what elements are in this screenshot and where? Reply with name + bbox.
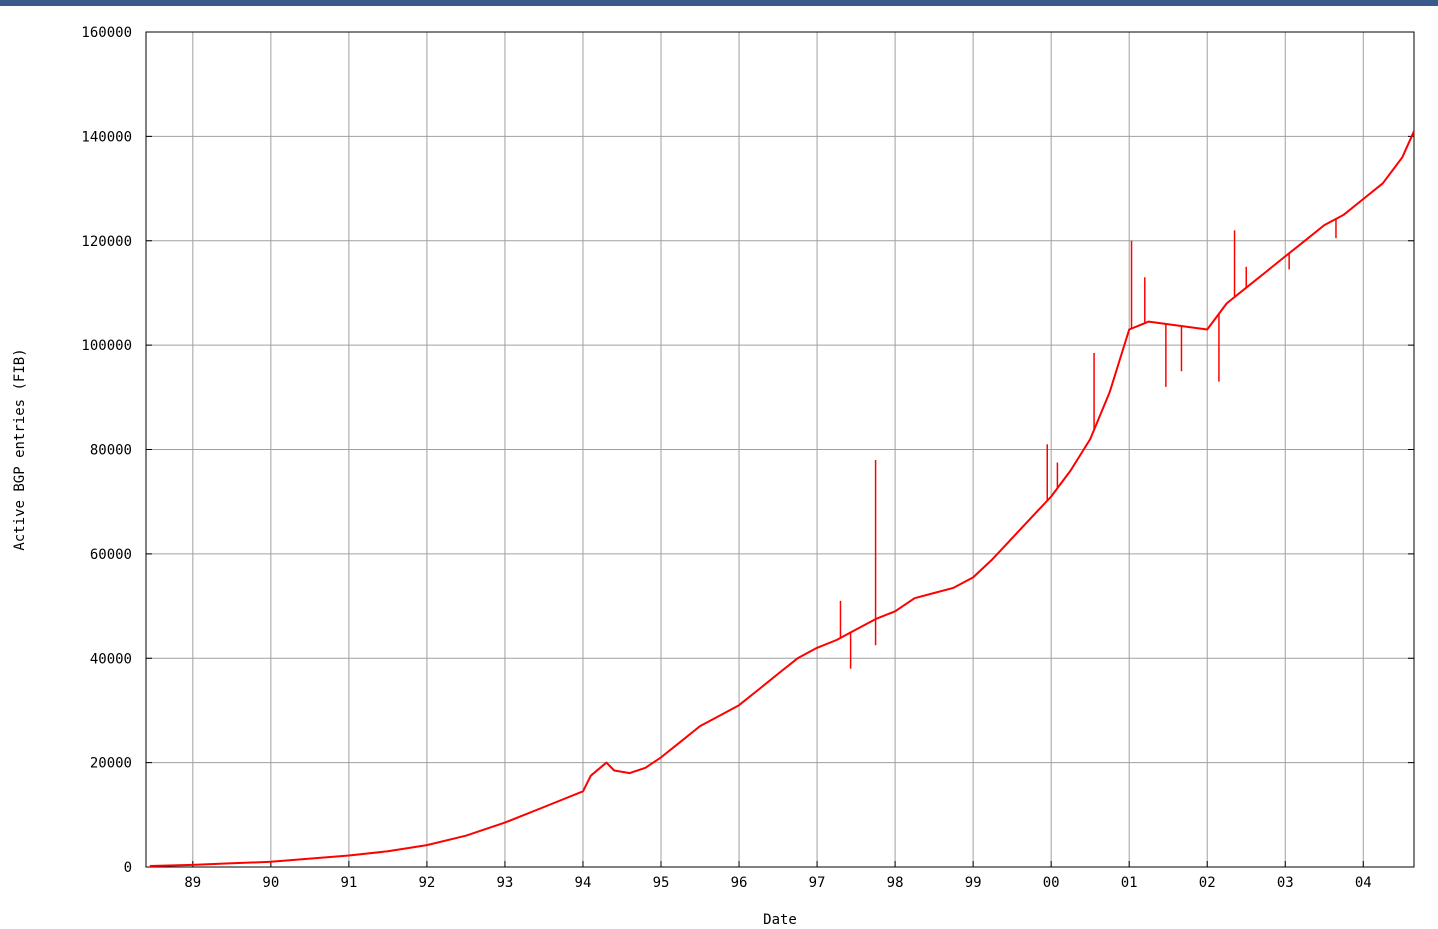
y-tick-label: 120000 [81, 234, 132, 250]
x-tick-label: 92 [418, 875, 435, 891]
x-tick-label: 90 [262, 875, 279, 891]
x-tick-label: 00 [1043, 875, 1060, 891]
x-tick-label: 97 [809, 875, 826, 891]
top-band [0, 0, 1438, 6]
x-tick-label: 96 [731, 875, 748, 891]
y-tick-label: 140000 [81, 129, 132, 145]
x-tick-label: 98 [887, 875, 904, 891]
y-tick-label: 100000 [81, 338, 132, 354]
y-tick-label: 0 [124, 860, 132, 876]
x-tick-label: 04 [1355, 875, 1372, 891]
x-tick-label: 99 [965, 875, 982, 891]
x-tick-label: 94 [575, 875, 592, 891]
y-tick-label: 160000 [81, 25, 132, 41]
plot-frame [145, 31, 1415, 868]
x-axis-title: Date [763, 912, 797, 928]
y-tick-label: 40000 [90, 651, 132, 667]
x-tick-label: 91 [340, 875, 357, 891]
x-tick-label: 93 [497, 875, 514, 891]
x-tick-label: 89 [184, 875, 201, 891]
x-tick-label: 02 [1199, 875, 1216, 891]
x-tick-label: 01 [1121, 875, 1138, 891]
series-line [149, 130, 1415, 867]
x-tick-label: 03 [1277, 875, 1294, 891]
x-tick-label: 95 [653, 875, 670, 891]
y-tick-label: 60000 [90, 547, 132, 563]
y-axis-title: Active BGP entries (FIB) [12, 348, 28, 550]
y-tick-label: 20000 [90, 756, 132, 772]
y-tick-label: 80000 [90, 443, 132, 459]
